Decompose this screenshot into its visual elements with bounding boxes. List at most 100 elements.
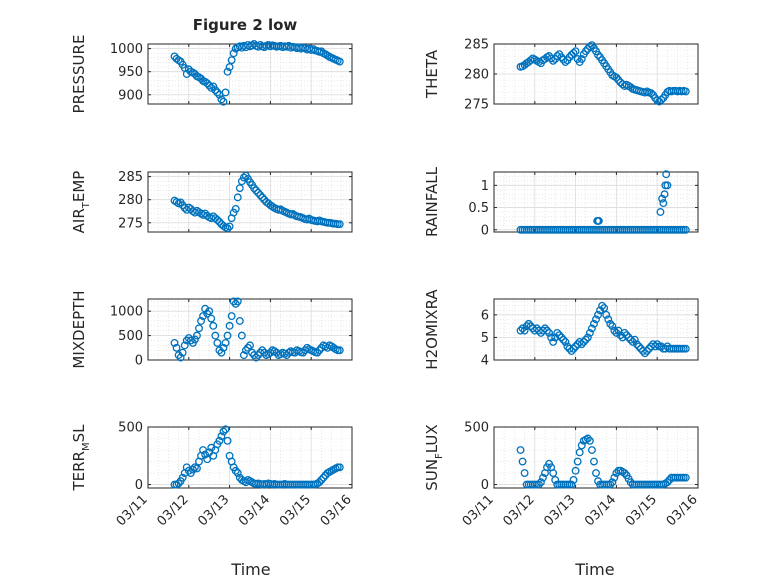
data-point xyxy=(545,328,554,337)
data-point xyxy=(215,346,224,355)
data-point xyxy=(590,319,598,328)
data-point xyxy=(579,337,588,346)
y-axis-label-part: SL xyxy=(70,424,88,443)
data-point xyxy=(581,335,590,344)
data-point xyxy=(282,351,291,360)
data-point xyxy=(223,224,232,233)
data-point xyxy=(252,186,261,195)
data-point xyxy=(207,83,216,92)
data-point xyxy=(217,95,226,104)
data-point xyxy=(571,466,580,475)
data-point xyxy=(557,333,566,342)
data-point xyxy=(643,347,651,355)
data-point xyxy=(583,333,592,342)
data-point xyxy=(223,331,232,340)
data-point xyxy=(201,304,210,313)
data-point xyxy=(215,436,224,445)
x-axis-label-left: Time xyxy=(230,560,270,579)
data-point xyxy=(193,464,201,473)
data-point xyxy=(172,198,181,206)
data-point xyxy=(592,469,600,477)
y-axis-label-part: LUX xyxy=(423,424,441,453)
data-point xyxy=(614,76,623,84)
subplot-rainfall: 0 0.5 1 RAINFALL xyxy=(423,166,699,238)
data-point xyxy=(201,450,210,459)
data-point xyxy=(193,331,201,340)
data-point xyxy=(647,89,656,98)
data-point xyxy=(205,307,214,316)
data-point xyxy=(608,478,617,487)
data-point xyxy=(303,343,312,352)
data-point xyxy=(335,57,344,66)
y-axis-label-pressure: PRESSURE xyxy=(70,35,88,114)
y-tick-label: 275 xyxy=(118,216,143,231)
y-axis-label-rainfall: RAINFALL xyxy=(423,166,441,237)
data-point xyxy=(268,202,277,211)
data-point xyxy=(170,338,179,347)
data-point xyxy=(244,343,252,352)
data-point xyxy=(534,480,543,489)
data-point xyxy=(585,328,594,337)
data-point xyxy=(587,324,596,333)
data-point xyxy=(237,331,246,340)
y-axis-label-terr_msl: TERRMSL xyxy=(70,424,92,492)
data-point xyxy=(545,52,554,60)
data-point xyxy=(520,469,529,477)
y-tick-label: 280 xyxy=(464,68,489,83)
data-point xyxy=(213,216,222,224)
subplot-mixdepth: 0 500 1000 MIXDEPTH xyxy=(70,290,353,369)
data-point xyxy=(217,432,226,441)
data-point xyxy=(620,328,629,337)
data-point xyxy=(233,469,242,477)
data-point xyxy=(555,331,564,340)
data-point xyxy=(258,346,267,355)
data-point xyxy=(681,473,690,482)
data-point xyxy=(258,193,267,202)
data-point xyxy=(536,478,545,487)
data-point xyxy=(313,348,322,357)
data-point xyxy=(225,321,234,330)
data-point xyxy=(335,220,344,229)
data-point xyxy=(178,473,187,482)
data-point xyxy=(549,337,558,346)
data-point xyxy=(608,322,617,331)
data-point xyxy=(221,425,230,434)
data-point xyxy=(335,463,344,472)
y-tick-label: 275 xyxy=(464,98,489,113)
data-point xyxy=(569,49,578,57)
data-point xyxy=(620,469,629,477)
data-point xyxy=(276,205,285,214)
data-point xyxy=(231,299,240,308)
y-axis-label-part: AIR xyxy=(70,208,88,233)
data-point xyxy=(203,455,212,464)
data-point xyxy=(662,170,671,179)
y-axis-label-part: TERR xyxy=(70,451,88,492)
data-point xyxy=(217,348,226,357)
data-point xyxy=(227,56,236,65)
data-point xyxy=(221,338,230,347)
series-terr_msl xyxy=(170,425,344,489)
data-point xyxy=(606,319,615,328)
data-point xyxy=(233,297,242,306)
series-rainfall xyxy=(516,170,690,234)
subplot-theta: 275 280 285 THETA xyxy=(423,38,699,113)
data-point xyxy=(590,457,598,466)
data-point xyxy=(250,184,259,193)
data-point xyxy=(195,324,203,333)
data-point xyxy=(567,480,576,489)
y-tick-label: 1 xyxy=(481,179,489,194)
data-point xyxy=(205,81,214,90)
data-point xyxy=(543,326,551,335)
data-point xyxy=(176,353,185,362)
data-point xyxy=(207,443,216,452)
data-point xyxy=(227,312,236,321)
axes-box-pressure xyxy=(147,43,353,105)
data-point xyxy=(213,338,222,347)
data-point xyxy=(315,346,324,355)
data-point xyxy=(539,473,547,482)
axes-box-terr_msl xyxy=(147,426,353,489)
y-axis-label-subscript: T xyxy=(81,201,92,209)
data-point xyxy=(299,348,307,357)
data-point xyxy=(581,47,590,56)
